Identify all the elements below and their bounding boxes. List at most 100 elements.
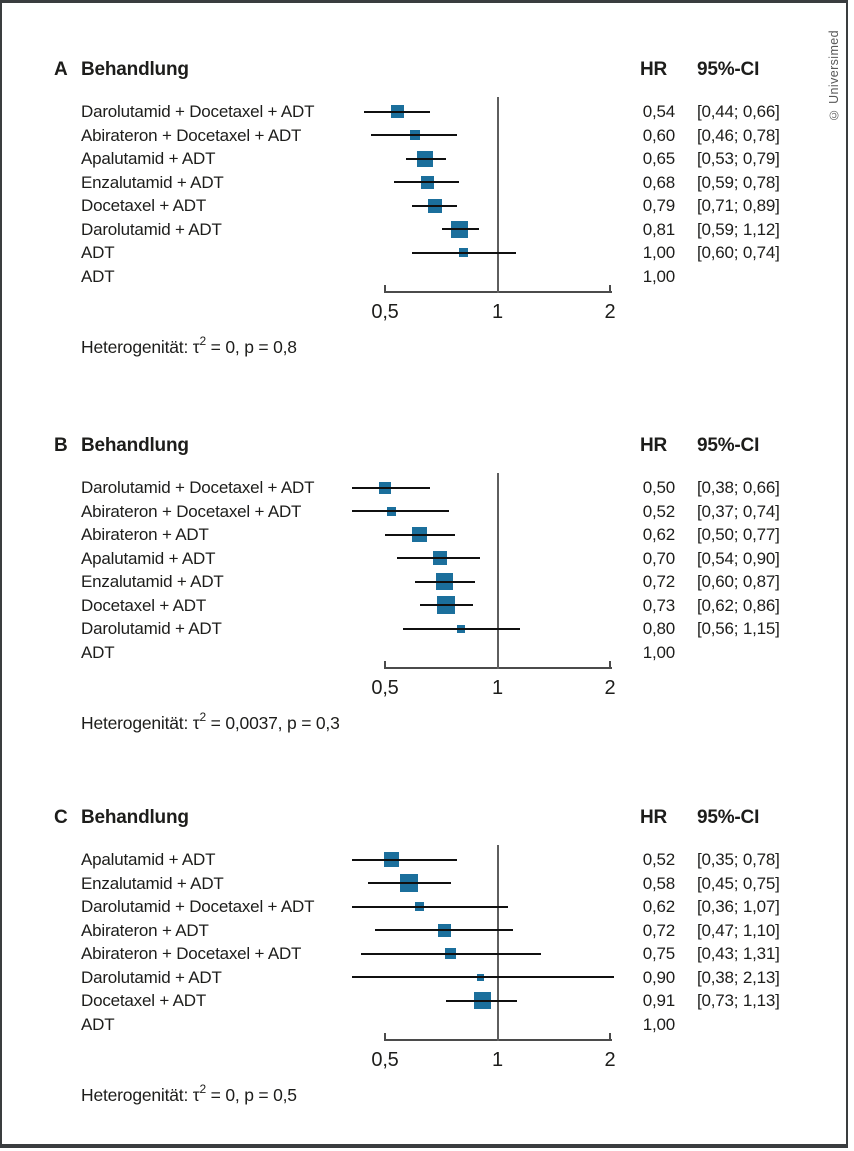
heterogeneity-sup: 2 [199, 1082, 207, 1096]
x-axis-tick-label: 1 [492, 677, 503, 699]
heterogeneity-sup: 2 [199, 334, 207, 348]
heterogeneity-note: Heterogenität: τ2 = 0, p = 0,5 [81, 1078, 297, 1107]
heterogeneity-suffix: = 0,0037, p = 0,3 [206, 712, 340, 733]
hr-value: 0,65 [642, 149, 675, 168]
x-axis-tick-label: 2 [604, 677, 616, 699]
panel-title: Behandlung [81, 59, 189, 80]
hr-value: 0,52 [642, 850, 675, 869]
x-axis-tick [609, 285, 611, 293]
hr-value: 1,00 [642, 642, 675, 662]
ci-value: [0,59; 0,78] [697, 172, 780, 192]
treatment-label: Darolutamid + ADT [81, 219, 222, 239]
ci-value: [0,47; 1,10] [697, 920, 780, 940]
treatment-label: Darolutamid + ADT [81, 967, 222, 987]
ci-line [419, 604, 473, 607]
ci-value: [0,46; 0,78] [697, 125, 780, 145]
ci-line [446, 999, 518, 1002]
treatment-label: ADT [81, 243, 115, 262]
ci-line [394, 181, 460, 184]
ci-value: [0,38; 0,66] [697, 478, 780, 497]
x-axis-tick-label: 1 [492, 301, 503, 323]
treatment-label: Darolutamid + Docetaxel + ADT [81, 897, 315, 916]
ci-value: [0,37; 0,74] [697, 501, 780, 521]
panel-b: B Behandlung HR 95%-CI Darolutamid + Doc… [0, 434, 854, 736]
hr-value: 0,62 [642, 897, 675, 916]
hr-value: 0,80 [642, 619, 675, 638]
heterogeneity-suffix: = 0, p = 0,8 [206, 336, 297, 357]
ci-line [364, 110, 431, 113]
hr-value: 0,50 [642, 478, 675, 497]
heterogeneity-note: Heterogenität: τ2 = 0, p = 0,8 [81, 330, 297, 359]
ci-line [403, 627, 521, 630]
ci-line [385, 533, 456, 536]
ci-value: [0,60; 0,87] [697, 572, 780, 591]
treatment-label: Darolutamid + Docetaxel + ADT [81, 102, 315, 121]
hr-value: 0,52 [642, 501, 675, 521]
treatment-label: Docetaxel + ADT [81, 595, 207, 615]
heterogeneity-suffix: = 0, p = 0,5 [206, 1084, 297, 1105]
treatment-label: ADT [81, 266, 115, 286]
x-axis-line [385, 667, 612, 669]
ci-line [406, 157, 447, 160]
x-axis-line [385, 291, 612, 293]
ci-line [352, 486, 431, 489]
hr-value: 0,60 [642, 125, 675, 145]
ci-line [441, 228, 479, 231]
panel-letter: C [54, 807, 68, 828]
treatment-label: Abirateron + Docetaxel + ADT [81, 501, 302, 521]
heterogeneity-prefix: Heterogenität: τ [81, 336, 200, 357]
ci-line [374, 929, 513, 932]
reference-line [496, 97, 499, 293]
ci-column-header: 95%-CI [697, 59, 760, 80]
ci-value: [0,45; 0,75] [697, 873, 780, 893]
ci-line [397, 557, 481, 560]
x-axis-tick [384, 1033, 386, 1041]
panel-letter: A [54, 59, 68, 80]
hr-value: 0,68 [642, 172, 675, 192]
ci-line [352, 510, 449, 513]
heterogeneity-sup: 2 [199, 710, 207, 724]
treatment-label: Abirateron + Docetaxel + ADT [81, 944, 302, 963]
x-axis-tick-label: 2 [604, 1049, 616, 1071]
ci-value: [0,35; 0,78] [697, 850, 780, 869]
treatment-label: Docetaxel + ADT [81, 991, 207, 1010]
panel-title: Behandlung [81, 807, 189, 828]
ci-value: [0,43; 1,31] [697, 944, 780, 963]
hr-value: 1,00 [642, 266, 675, 286]
ci-line [411, 204, 458, 207]
reference-line [496, 845, 499, 1041]
hr-value: 0,72 [642, 920, 675, 940]
ci-line [352, 858, 458, 861]
heterogeneity-prefix: Heterogenität: τ [81, 1084, 200, 1105]
ci-line [411, 251, 516, 254]
ci-value: [0,54; 0,90] [697, 548, 780, 568]
treatment-label: Enzalutamid + ADT [81, 572, 224, 591]
ci-value: [0,50; 0,77] [697, 525, 780, 544]
hr-value: 1,00 [642, 1014, 675, 1034]
panel-c: C Behandlung HR 95%-CI Apalutamid + ADT 0… [0, 806, 854, 1108]
panel-a: A Behandlung HR 95%-CI Darolutamid + Doc… [0, 58, 854, 360]
hr-column-header: HR [639, 59, 667, 80]
hr-value: 0,62 [642, 525, 675, 544]
ci-value: [0,60; 0,74] [697, 243, 780, 262]
heterogeneity-prefix: Heterogenität: τ [81, 712, 200, 733]
treatment-label: ADT [81, 642, 115, 662]
panel-title: Behandlung [81, 435, 189, 456]
hr-value: 0,79 [642, 196, 675, 215]
ci-column-header: 95%-CI [697, 807, 760, 828]
ci-value: [0,36; 1,07] [697, 897, 780, 916]
x-axis-tick [384, 285, 386, 293]
hr-value: 0,58 [642, 873, 675, 893]
ci-line [352, 905, 509, 908]
x-axis-tick [609, 661, 611, 669]
reference-line [496, 473, 499, 669]
heterogeneity-note: Heterogenität: τ2 = 0,0037, p = 0,3 [81, 706, 340, 735]
treatment-label: Darolutamid + Docetaxel + ADT [81, 478, 315, 497]
hr-value: 1,00 [642, 243, 675, 262]
x-axis-tick-label: 0,5 [371, 1049, 399, 1071]
ci-column-header: 95%-CI [697, 435, 760, 456]
ci-value: [0,56; 1,15] [697, 619, 780, 638]
ci-value: [0,71; 0,89] [697, 196, 780, 215]
ci-line [352, 976, 614, 979]
treatment-label: ADT [81, 1014, 115, 1034]
